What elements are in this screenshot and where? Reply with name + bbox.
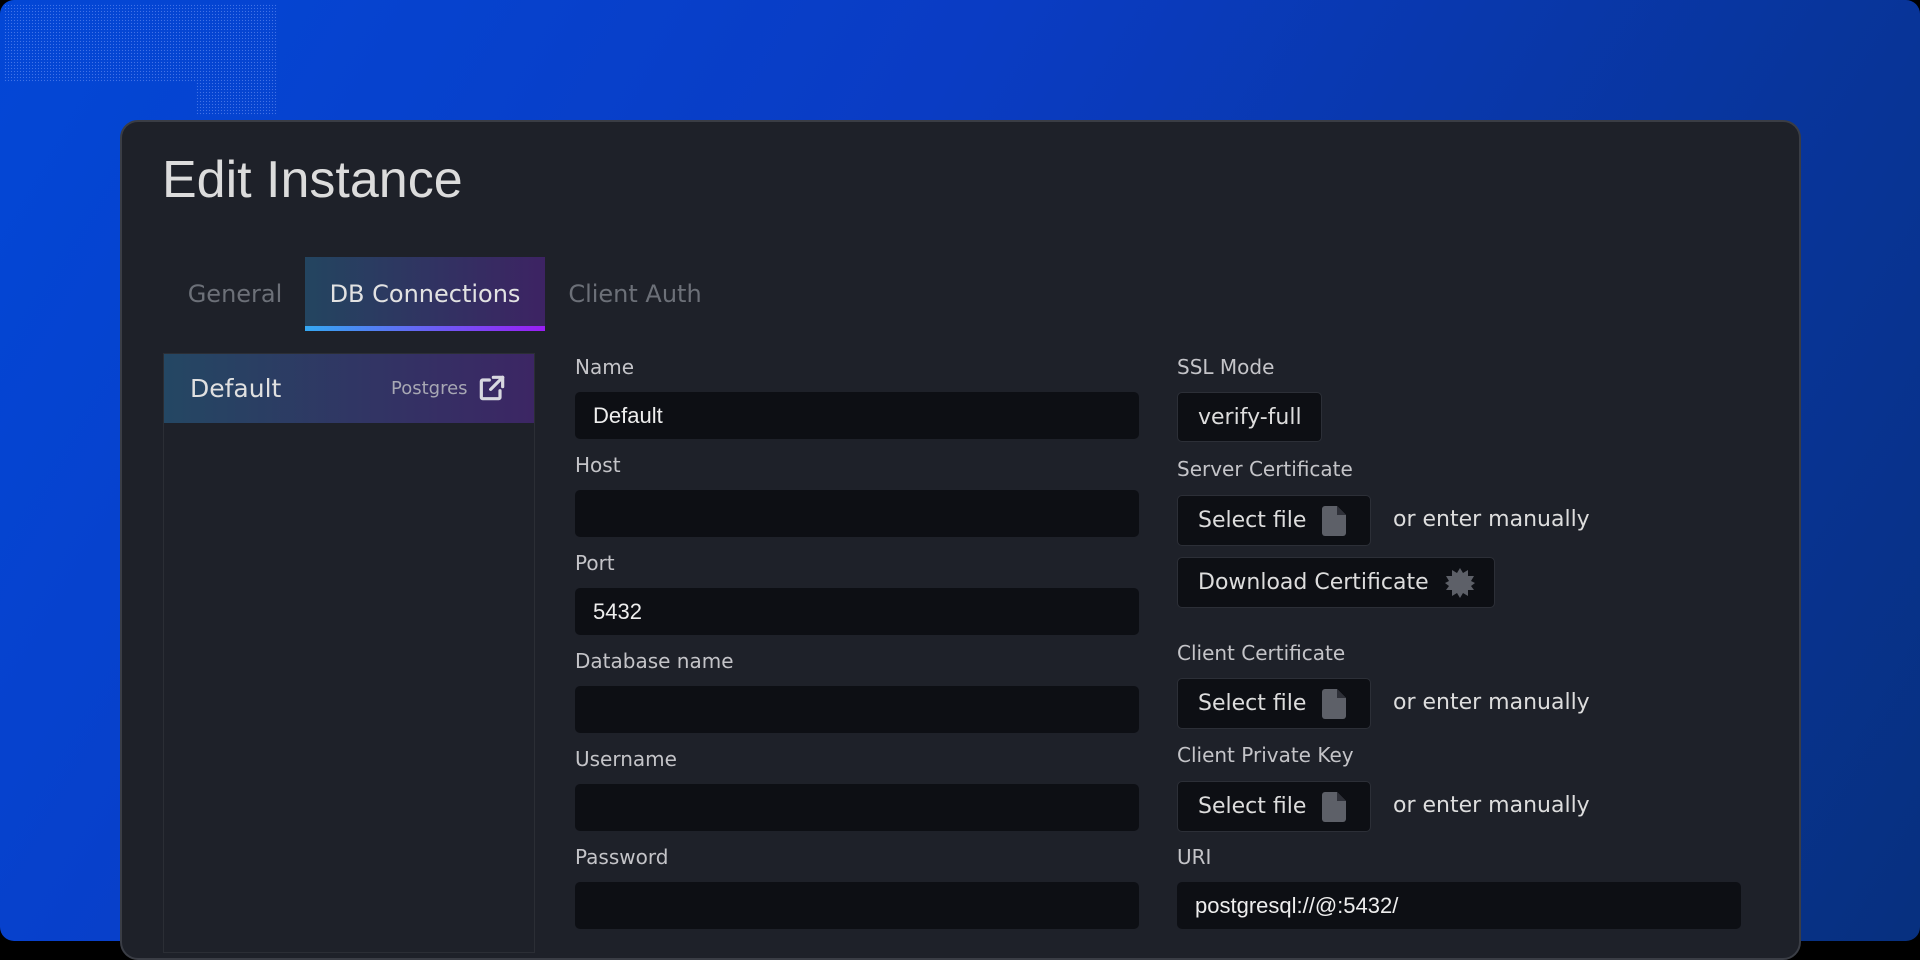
- client-key-select-file-button[interactable]: Select file: [1177, 781, 1371, 832]
- database-name-input[interactable]: [575, 686, 1139, 733]
- client-private-key-label: Client Private Key: [1177, 743, 1354, 767]
- connection-type: Postgres: [391, 378, 468, 399]
- button-label: Download Certificate: [1198, 570, 1429, 595]
- client-cert-manual-text[interactable]: or enter manually: [1393, 690, 1590, 715]
- page-title: Edit Instance: [162, 151, 463, 209]
- host-input[interactable]: [575, 490, 1139, 537]
- client-certificate-label: Client Certificate: [1177, 641, 1346, 665]
- connection-item-default[interactable]: Default Postgres: [164, 354, 534, 423]
- port-input[interactable]: 5432: [575, 588, 1139, 635]
- tab-client-auth[interactable]: Client Auth: [568, 280, 702, 308]
- client-key-manual-text[interactable]: or enter manually: [1393, 793, 1590, 818]
- password-label: Password: [575, 845, 669, 869]
- download-certificate-button[interactable]: Download Certificate: [1177, 557, 1495, 608]
- password-input[interactable]: [575, 882, 1139, 929]
- host-label: Host: [575, 453, 621, 477]
- server-certificate-label: Server Certificate: [1177, 457, 1353, 481]
- server-cert-select-file-button[interactable]: Select file: [1177, 495, 1371, 546]
- badge-icon: [1444, 567, 1475, 598]
- username-label: Username: [575, 747, 677, 771]
- tab-db-connections[interactable]: DB Connections: [305, 257, 545, 331]
- server-cert-manual-text[interactable]: or enter manually: [1393, 507, 1590, 532]
- connections-sidebar: Default Postgres: [163, 353, 535, 953]
- tab-general[interactable]: General: [187, 280, 283, 308]
- ssl-mode-label: SSL Mode: [1177, 355, 1275, 379]
- ssl-mode-value: verify-full: [1198, 404, 1302, 430]
- name-label: Name: [575, 355, 635, 379]
- database-name-label: Database name: [575, 649, 734, 673]
- client-cert-select-file-button[interactable]: Select file: [1177, 678, 1371, 729]
- dot-pattern: [4, 4, 278, 116]
- connection-name: Default: [190, 374, 282, 403]
- button-label: Select file: [1198, 508, 1307, 533]
- ssl-mode-select[interactable]: verify-full: [1177, 392, 1322, 442]
- button-label: Select file: [1198, 691, 1307, 716]
- name-input[interactable]: Default: [575, 392, 1139, 439]
- file-icon: [1322, 505, 1347, 536]
- external-link-icon[interactable]: [476, 372, 508, 408]
- port-label: Port: [575, 551, 615, 575]
- file-icon: [1322, 791, 1347, 822]
- uri-input[interactable]: postgresql://@:5432/: [1177, 882, 1741, 929]
- username-input[interactable]: [575, 784, 1139, 831]
- file-icon: [1322, 688, 1347, 719]
- uri-label: URI: [1177, 845, 1212, 869]
- button-label: Select file: [1198, 794, 1307, 819]
